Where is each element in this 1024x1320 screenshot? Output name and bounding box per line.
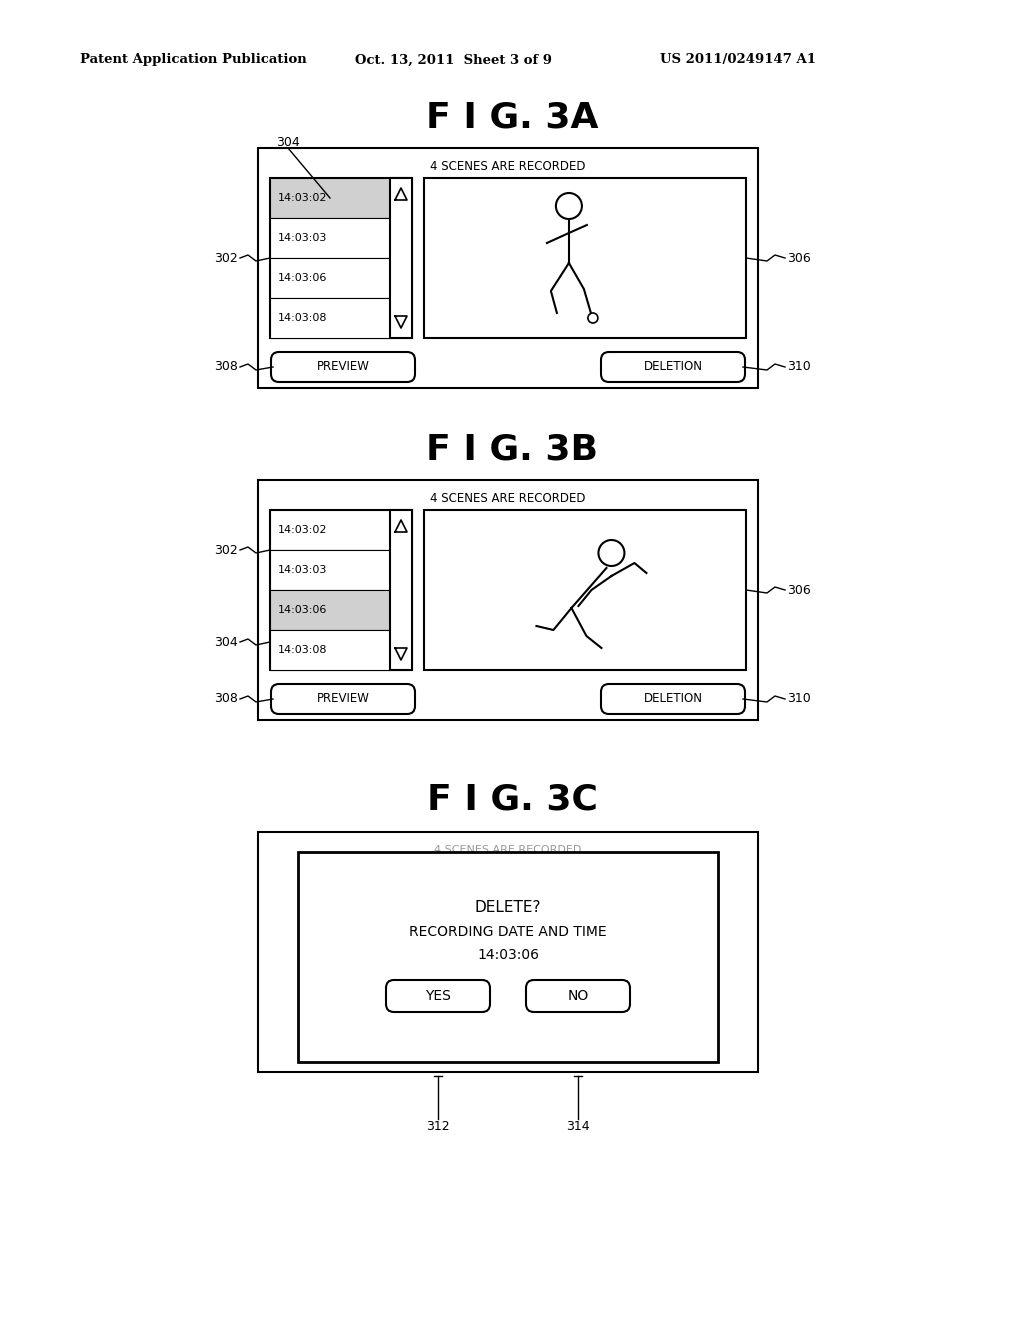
Bar — [270, 178, 390, 218]
Bar — [424, 510, 746, 671]
Bar — [270, 862, 412, 1022]
FancyBboxPatch shape — [601, 684, 745, 714]
Text: PREVIEW: PREVIEW — [316, 360, 370, 374]
Bar — [258, 832, 758, 1072]
Bar — [270, 902, 390, 942]
Text: YES: YES — [425, 989, 451, 1003]
Text: DELETION: DELETION — [643, 360, 702, 374]
Bar — [258, 148, 758, 388]
FancyBboxPatch shape — [526, 979, 630, 1012]
Text: Patent Application Publication: Patent Application Publication — [80, 54, 307, 66]
Text: 14:03:06: 14:03:06 — [278, 605, 328, 615]
Text: F I G. 3A: F I G. 3A — [426, 102, 598, 135]
Bar — [270, 942, 390, 982]
Bar — [270, 510, 390, 550]
Text: 14:03:06: 14:03:06 — [477, 948, 539, 962]
Text: 312: 312 — [426, 1121, 450, 1134]
Text: F I G. 3C: F I G. 3C — [427, 783, 597, 817]
Text: DELETE?: DELETE? — [475, 899, 542, 915]
FancyBboxPatch shape — [271, 684, 415, 714]
Text: 302: 302 — [214, 252, 238, 264]
Bar — [424, 862, 746, 1022]
FancyBboxPatch shape — [271, 352, 415, 381]
Text: 310: 310 — [787, 360, 811, 374]
Text: 314: 314 — [566, 1121, 590, 1134]
Text: 14:03:02: 14:03:02 — [278, 525, 328, 535]
Text: 306: 306 — [787, 583, 811, 597]
Text: 4 SCENES ARE RECORDED: 4 SCENES ARE RECORDED — [430, 160, 586, 173]
Text: 308: 308 — [214, 360, 238, 374]
Text: 14:03:08: 14:03:08 — [278, 645, 328, 655]
Text: US 2011/0249147 A1: US 2011/0249147 A1 — [660, 54, 816, 66]
Bar — [390, 178, 412, 338]
Bar — [270, 862, 390, 902]
Bar — [270, 178, 412, 338]
Text: 14:03:03: 14:03:03 — [278, 565, 328, 576]
Text: Oct. 13, 2011  Sheet 3 of 9: Oct. 13, 2011 Sheet 3 of 9 — [355, 54, 552, 66]
Bar — [390, 510, 412, 671]
Bar — [270, 298, 390, 338]
Text: PREVIEW: PREVIEW — [319, 1045, 367, 1056]
Text: DELETION: DELETION — [643, 693, 702, 705]
Text: 14:03:02: 14:03:02 — [278, 193, 328, 203]
FancyBboxPatch shape — [386, 979, 490, 1012]
Bar — [270, 510, 412, 671]
Text: DELETION: DELETION — [647, 1045, 699, 1056]
Bar — [270, 982, 390, 1022]
Text: 14:03:08: 14:03:08 — [278, 313, 328, 323]
Text: PREVIEW: PREVIEW — [316, 693, 370, 705]
Bar — [270, 630, 390, 671]
Bar — [424, 178, 746, 338]
FancyBboxPatch shape — [271, 1036, 415, 1067]
Bar — [270, 590, 390, 630]
Bar — [270, 218, 390, 257]
Text: 304: 304 — [276, 136, 300, 149]
Bar — [270, 550, 390, 590]
Text: 302: 302 — [214, 544, 238, 557]
FancyBboxPatch shape — [601, 1036, 745, 1067]
Text: NO: NO — [567, 989, 589, 1003]
Text: RECORDING DATE AND TIME: RECORDING DATE AND TIME — [410, 925, 607, 939]
Text: 14:03:06: 14:03:06 — [278, 273, 328, 282]
Text: 304: 304 — [214, 635, 238, 648]
Text: 310: 310 — [787, 693, 811, 705]
Text: F I G. 3B: F I G. 3B — [426, 433, 598, 467]
Bar — [270, 257, 390, 298]
Text: 4 SCENES ARE RECORDED: 4 SCENES ARE RECORDED — [434, 845, 582, 855]
Text: 14:03:03: 14:03:03 — [278, 234, 328, 243]
Bar — [298, 851, 718, 1063]
Text: 306: 306 — [787, 252, 811, 264]
Text: 4 SCENES ARE RECORDED: 4 SCENES ARE RECORDED — [430, 491, 586, 504]
Bar — [258, 480, 758, 719]
Text: 308: 308 — [214, 693, 238, 705]
FancyBboxPatch shape — [601, 352, 745, 381]
